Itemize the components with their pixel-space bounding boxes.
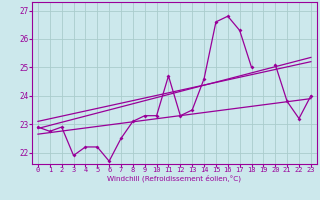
X-axis label: Windchill (Refroidissement éolien,°C): Windchill (Refroidissement éolien,°C) (108, 175, 241, 182)
